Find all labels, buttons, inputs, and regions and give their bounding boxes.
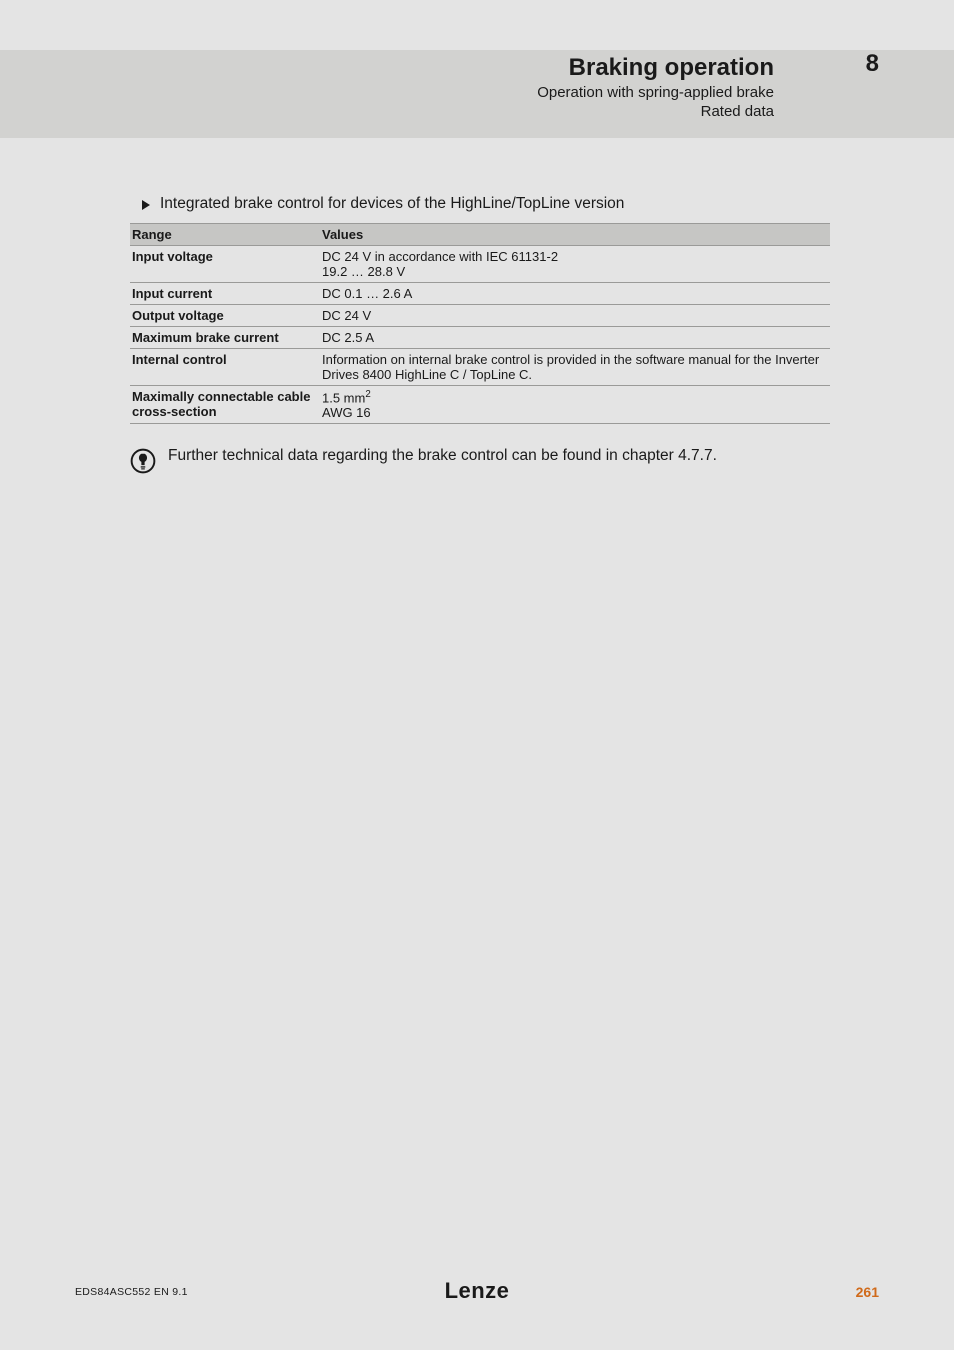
footer-page-number: 261 [856, 1284, 879, 1300]
row-label: Input current [130, 283, 320, 305]
note-text: Further technical data regarding the bra… [168, 446, 717, 467]
page-title: Braking operation [537, 50, 774, 82]
row-value: DC 0.1 … 2.6 A [320, 283, 830, 305]
row-value: DC 24 V [320, 305, 830, 327]
row-label: Output voltage [130, 305, 320, 327]
table-row: Maximally connectable cable cross-sectio… [130, 386, 830, 424]
row-value: 1.5 mm2AWG 16 [320, 386, 830, 424]
row-value: Information on internal brake control is… [320, 349, 830, 386]
page-subtitle-2: Rated data [537, 103, 774, 122]
content-area: Integrated brake control for devices of … [130, 195, 830, 474]
footer-doc-id: EDS84ASC552 EN 9.1 [75, 1286, 188, 1298]
table-row: Input current DC 0.1 … 2.6 A [130, 283, 830, 305]
header-text-block: Braking operation Operation with spring-… [537, 50, 774, 122]
triangle-bullet-icon [142, 200, 150, 210]
row-value: DC 24 V in accordance with IEC 61131-219… [320, 246, 830, 283]
row-label: Maximally connectable cable cross-sectio… [130, 386, 320, 424]
footer: EDS84ASC552 EN 9.1 Lenze 261 [0, 1280, 954, 1310]
table-head-range: Range [130, 224, 320, 246]
spec-table: Range Values Input voltage DC 24 V in ac… [130, 223, 830, 424]
table-row: Maximum brake current DC 2.5 A [130, 327, 830, 349]
table-head-row: Range Values [130, 224, 830, 246]
page-subtitle-1: Operation with spring-applied brake [537, 84, 774, 103]
footer-logo: Lenze [445, 1278, 510, 1304]
header-band: Braking operation Operation with spring-… [0, 50, 954, 138]
table-row: Internal control Information on internal… [130, 349, 830, 386]
table-row: Input voltage DC 24 V in accordance with… [130, 246, 830, 283]
tip-icon [130, 448, 156, 474]
bullet-line: Integrated brake control for devices of … [130, 195, 830, 213]
note-row: Further technical data regarding the bra… [130, 446, 830, 474]
table-head-values: Values [320, 224, 830, 246]
table-row: Output voltage DC 24 V [130, 305, 830, 327]
row-label: Internal control [130, 349, 320, 386]
row-label: Input voltage [130, 246, 320, 283]
chapter-number: 8 [866, 50, 879, 78]
row-value: DC 2.5 A [320, 327, 830, 349]
row-label: Maximum brake current [130, 327, 320, 349]
bullet-text: Integrated brake control for devices of … [160, 195, 624, 213]
